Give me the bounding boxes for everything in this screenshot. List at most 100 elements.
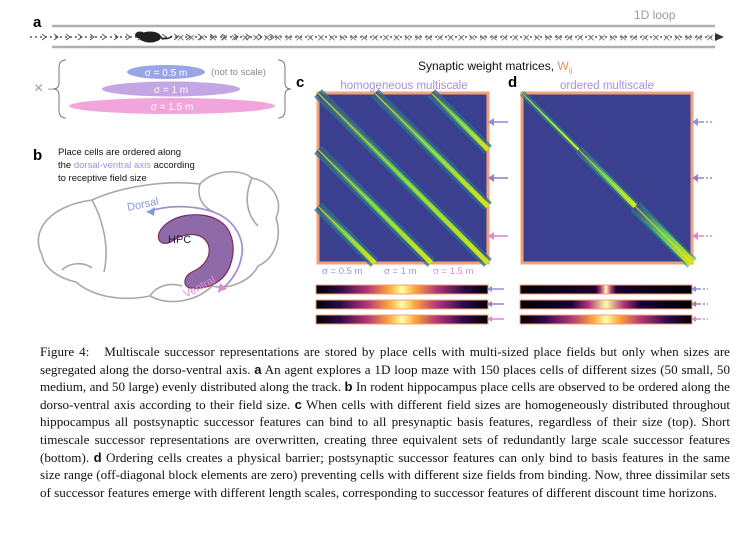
hpc-region [157, 214, 234, 289]
place-cell-marker: × [241, 31, 250, 44]
panel-c-field-strips [315, 284, 504, 325]
legend-brace-right [277, 59, 292, 119]
place-cell-marker: × [381, 31, 390, 44]
place-cell-marker: × [198, 31, 207, 44]
panel-b-text-line2: the dorsal-ventral axis according [58, 160, 195, 171]
legend-brace-left [52, 59, 67, 119]
panel-b-text-line1: Place cells are ordered along [58, 147, 181, 158]
panel-c-row-arrows [488, 118, 508, 240]
figure-caption: Figure 4: Multiscale successor represent… [40, 343, 730, 501]
place-cell-marker: × [586, 31, 595, 44]
place-cell-marker: × [500, 31, 509, 44]
place-cell-marker: × [316, 31, 325, 44]
field-label-small: σ = 0.5 m [145, 68, 188, 79]
caption-b-text: In rodent hippocampus place cells are ob… [40, 379, 730, 412]
caption-c-text: When cells with different field sizes ar… [40, 396, 731, 465]
not-to-scale-note: (not to scale) [211, 67, 266, 78]
place-cell-marker: × [705, 31, 714, 44]
place-cell-marker: × [554, 31, 563, 44]
panel-b-text-line3: to receptive field size [58, 173, 147, 184]
legend-dash: – [48, 81, 55, 95]
place-cell-marker: × [684, 31, 693, 44]
place-cell-marker: × [284, 31, 293, 44]
place-cell-marker: × [651, 31, 660, 44]
place-cell-marker: × [522, 31, 531, 44]
panel-c-title: homogeneous multiscale [340, 80, 467, 92]
dorsal-ventral-arrow [146, 205, 244, 293]
place-cell-marker: × [468, 31, 477, 44]
place-cell-marker: × [511, 31, 520, 44]
figure-4: a 1D loop × × × × × × × × × × × × × × × × × × × × × × × × × × × × × ×… [30, 8, 724, 325]
place-cell-marker: × [219, 31, 228, 44]
place-cell-marker: × [630, 31, 639, 44]
place-cell-marker: × [543, 31, 552, 44]
place-cell-markers: × × × × × × × × × × × × × × × × × × × × × × × × × × × × × × × × × × × × × × × ×… [176, 31, 714, 44]
place-cell-marker: × [414, 31, 423, 44]
field-ellipse-large [69, 98, 275, 114]
place-cell-marker: × [640, 31, 649, 44]
caption-a-text: An agent explores a 1D loop maze with 15… [40, 361, 730, 395]
place-cell-marker: × [208, 31, 217, 44]
place-cell-marker: × [252, 31, 261, 44]
place-cell-marker: × [262, 31, 271, 44]
track-arrow-head [715, 33, 724, 41]
place-cell-marker: × [478, 31, 487, 44]
place-cell-marker: × [349, 31, 358, 44]
place-cell-marker: × [435, 31, 444, 44]
place-cell-marker: × [403, 31, 412, 44]
panel-c-sigma-small: σ = 0.5 m [322, 266, 363, 277]
place-cell-marker: × [370, 31, 379, 44]
place-cell-marker: × [424, 31, 433, 44]
place-cell-marker: × [673, 31, 682, 44]
place-cell-marker: × [392, 31, 401, 44]
agent-rat-icon [135, 31, 173, 43]
place-cell-marker: × [230, 31, 239, 44]
panel-a-letter: a [33, 14, 42, 31]
homogeneous-weight-matrix [314, 89, 492, 267]
ordered-weight-matrix [519, 90, 697, 268]
legend-cross-marker: × [34, 80, 43, 97]
panel-c-sigma-large: σ = 1.5 m [433, 266, 474, 277]
place-cell-marker: × [273, 31, 282, 44]
field-label-medium: σ = 1 m [154, 85, 188, 96]
caption-b-letter: b [344, 379, 353, 395]
place-cell-marker: × [306, 31, 315, 44]
place-cell-marker: × [532, 31, 541, 44]
caption-a-letter: a [254, 361, 262, 377]
dorsal-arrow-head [147, 207, 155, 216]
place-cell-marker: × [576, 31, 585, 44]
place-cell-marker: × [489, 31, 498, 44]
caption-d-letter: d [93, 449, 102, 465]
panel-c-sigma-medium: σ = 1 m [384, 266, 417, 277]
trajectory-arrows [41, 33, 275, 41]
place-cell-marker: × [662, 31, 671, 44]
field-label-large: σ = 1.5 m [151, 102, 194, 113]
panel-d-row-arrows [692, 118, 712, 240]
place-cell-marker: × [338, 31, 347, 44]
panel-d-title: ordered multiscale [560, 80, 654, 92]
place-cell-marker: × [565, 31, 574, 44]
field-ellipse-medium [102, 81, 240, 97]
panel-d-field-strips [519, 284, 708, 325]
place-cell-marker: × [597, 31, 606, 44]
panel-d-letter: d [508, 74, 517, 91]
hpc-label: HPC [168, 234, 191, 246]
caption-c-letter: c [294, 396, 302, 412]
caption-label: Figure 4: [40, 344, 90, 359]
place-cell-marker: × [608, 31, 617, 44]
place-cell-marker: × [360, 31, 369, 44]
panel-b-letter: b [33, 147, 42, 164]
place-cell-marker: × [619, 31, 628, 44]
weight-matrices-title: Synaptic weight matrices, Wij [418, 59, 572, 75]
place-cell-marker: × [694, 31, 703, 44]
place-cell-marker: × [327, 31, 336, 44]
caption-d-text: Ordering cells creates a physical barrie… [40, 449, 730, 500]
place-cell-marker: × [295, 31, 304, 44]
place-cell-marker: × [446, 31, 455, 44]
dorsal-label: Dorsal [126, 196, 160, 214]
place-cell-marker: × [176, 31, 185, 44]
place-cell-marker: × [457, 31, 466, 44]
field-ellipse-small [127, 65, 205, 79]
caption-intro: Multiscale successor representations are… [40, 344, 730, 377]
loop-label: 1D loop [634, 8, 676, 22]
